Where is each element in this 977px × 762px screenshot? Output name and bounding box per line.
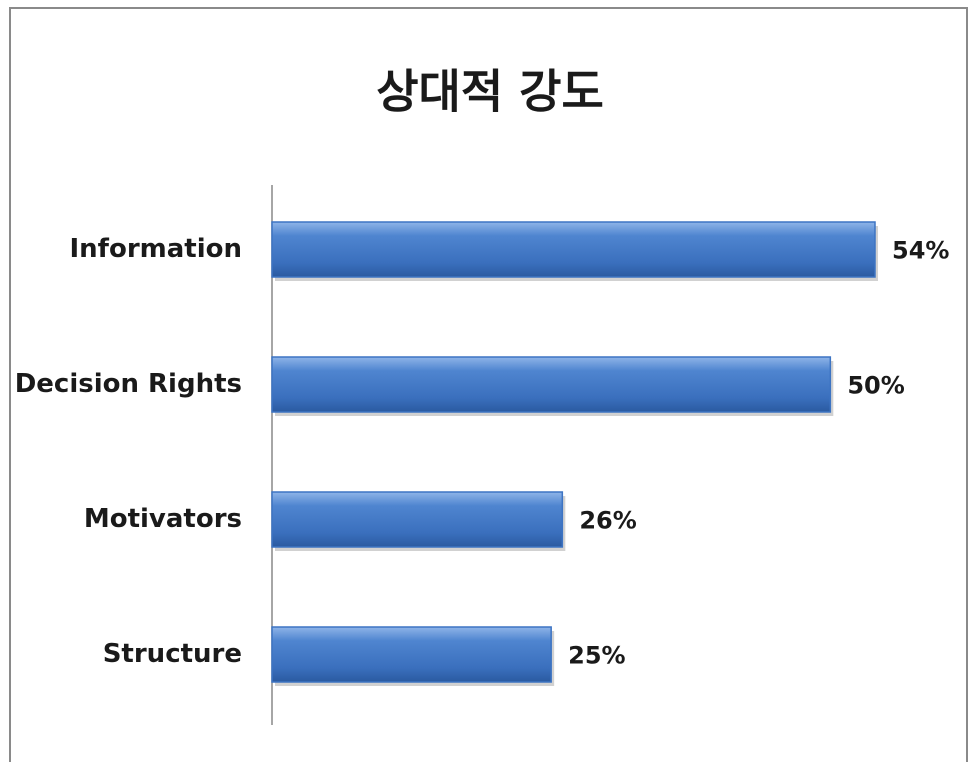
y-tick-label: Motivators (84, 504, 242, 534)
y-tick-label: Decision Rights (15, 369, 242, 399)
data-label: 54% (892, 237, 949, 265)
frame (9, 7, 968, 762)
bar (271, 626, 552, 683)
bar (271, 221, 876, 278)
data-label: 26% (579, 507, 636, 535)
data-label: 50% (847, 372, 904, 400)
chart-title: 상대적 강도 (376, 65, 604, 119)
y-tick-label: Information (69, 234, 242, 264)
bar (271, 356, 832, 413)
data-label: 25% (568, 642, 625, 670)
y-tick-label: Structure (103, 639, 242, 669)
bar (271, 491, 564, 548)
